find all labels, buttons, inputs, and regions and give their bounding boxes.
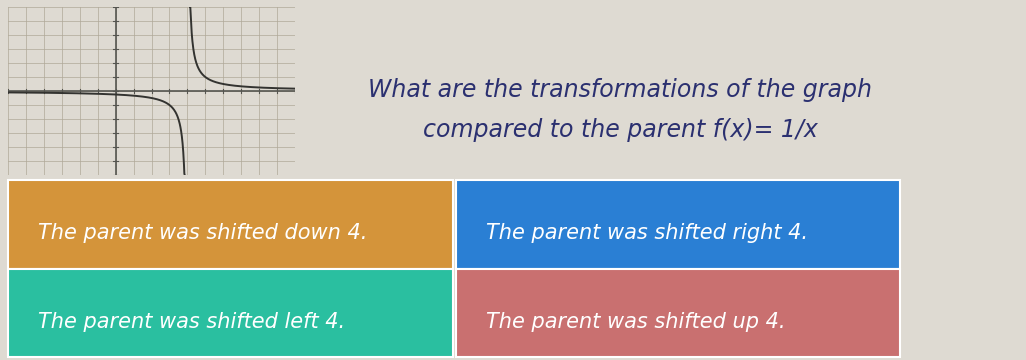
Bar <box>8 269 452 357</box>
Bar <box>8 180 452 269</box>
Bar <box>456 269 900 357</box>
Text: The parent was shifted left 4.: The parent was shifted left 4. <box>38 312 345 332</box>
Bar <box>0 0 1026 180</box>
Bar <box>456 180 900 269</box>
Text: The parent was shifted up 4.: The parent was shifted up 4. <box>485 312 785 332</box>
Text: compared to the parent f(x)= 1/x: compared to the parent f(x)= 1/x <box>423 118 818 142</box>
Text: The parent was shifted right 4.: The parent was shifted right 4. <box>485 223 807 243</box>
Text: What are the transformations of the graph: What are the transformations of the grap… <box>368 78 872 102</box>
Text: The parent was shifted down 4.: The parent was shifted down 4. <box>38 223 367 243</box>
